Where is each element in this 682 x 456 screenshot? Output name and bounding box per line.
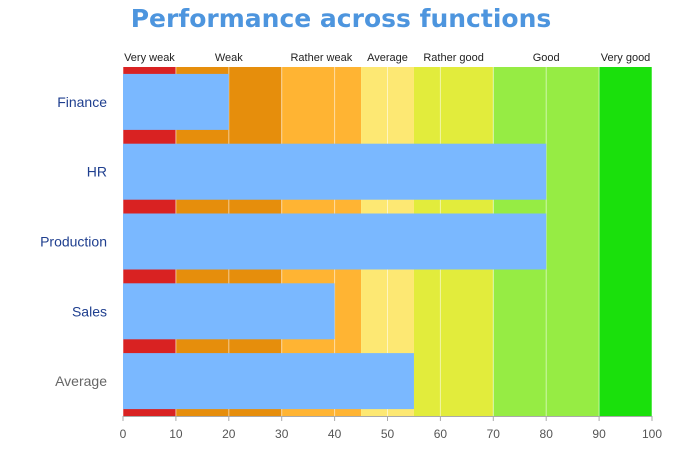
x-tick-label: 100 xyxy=(642,427,662,441)
category-label: Average xyxy=(55,373,107,389)
x-tick-label: 10 xyxy=(169,427,183,441)
x-tick-label: 70 xyxy=(487,427,501,441)
bar xyxy=(123,213,547,270)
chart-title: Performance across functions xyxy=(130,4,552,33)
x-tick-label: 20 xyxy=(222,427,236,441)
category-label: Production xyxy=(40,234,107,250)
band-label: Weak xyxy=(215,52,243,64)
bar xyxy=(123,283,335,340)
band-label: Rather weak xyxy=(290,52,352,64)
x-tick-label: 50 xyxy=(381,427,395,441)
band-label: Very weak xyxy=(124,52,175,64)
x-tick-label: 60 xyxy=(434,427,448,441)
band-label: Rather good xyxy=(423,52,484,64)
bar xyxy=(123,73,229,130)
band-6 xyxy=(599,67,652,416)
category-label: Sales xyxy=(72,303,107,319)
band-label: Very good xyxy=(601,52,651,64)
x-tick-label: 40 xyxy=(328,427,342,441)
x-tick-label: 90 xyxy=(592,427,606,441)
x-tick-label: 30 xyxy=(275,427,289,441)
x-tick-label: 80 xyxy=(540,427,554,441)
band-label: Good xyxy=(533,52,560,64)
category-label: HR xyxy=(87,164,107,180)
band-label: Average xyxy=(367,52,408,64)
category-label: Finance xyxy=(57,94,107,110)
bar xyxy=(123,353,414,410)
x-tick-label: 0 xyxy=(120,427,127,441)
bar xyxy=(123,143,547,200)
